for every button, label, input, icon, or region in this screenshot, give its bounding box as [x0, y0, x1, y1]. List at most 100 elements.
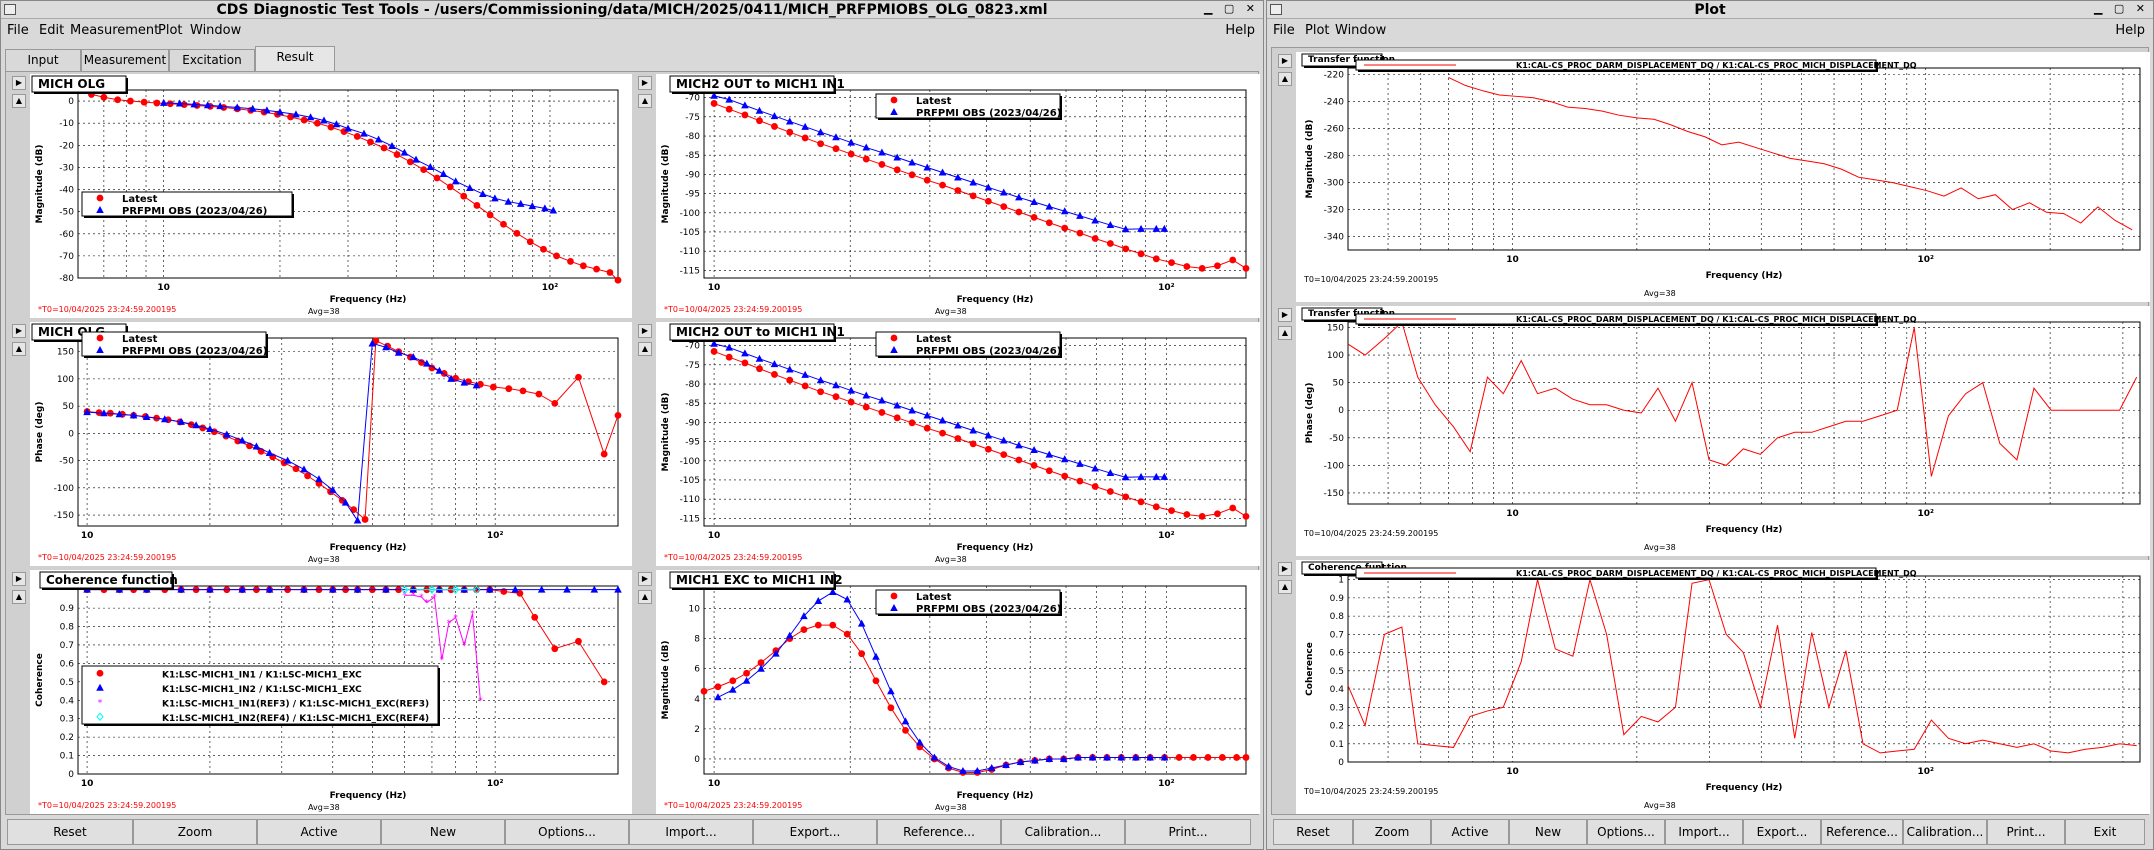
arrow-right-icon[interactable]: ▶ — [12, 324, 26, 338]
plot-pane-r3[interactable]: 1 0.9 0.8 0.7 0.6 0.5 0.4 0.3 0.2 0.1 0 10 10² Freque… — [1296, 560, 2150, 814]
y-tick-label: 0 — [694, 755, 700, 765]
plot-window-title: Plot — [1694, 2, 1726, 18]
print-button[interactable]: Print... — [1125, 819, 1251, 845]
y-tick-label: -95 — [685, 190, 700, 200]
window-menu-icon[interactable] — [1270, 4, 1282, 15]
plot-pane-6[interactable]: 10 8 6 4 2 0 10 10² Frequency (Hz) Magnitude (dB)… — [656, 570, 1260, 814]
import-button[interactable]: Import... — [629, 819, 753, 845]
arrow-up-icon[interactable]: ▲ — [638, 590, 652, 604]
chart-mich-olg-phase[interactable]: 150 100 50 0 -50 -100 -150 10 10² Frequency (Hz) P… — [30, 322, 632, 566]
arrow-right-icon[interactable]: ▶ — [12, 572, 26, 586]
tab-excitation[interactable]: Excitation — [169, 49, 255, 71]
arrow-up-icon[interactable]: ▲ — [638, 94, 652, 108]
pane-nav-r2[interactable]: ▶ ▲ — [1278, 308, 1292, 344]
arrow-up-icon[interactable]: ▲ — [12, 94, 26, 108]
menu-measurement[interactable]: Measurement — [70, 23, 160, 38]
data-point — [614, 411, 622, 419]
chart-tf-magnitude[interactable]: -220 -240 -260 -280 -300 -320 -340 10 10² Frequen… — [1296, 52, 2150, 302]
tab-measurement[interactable]: Measurement — [81, 49, 169, 71]
chart-tf-phase[interactable]: 150 100 50 0 -50 -100 -150 10 10² Frequency (Hz) P… — [1296, 306, 2150, 556]
chart-coherence[interactable]: 0.9 0.8 0.7 0.6 0.5 0.4 0.3 0.2 0.1 0 10 10² Frequen… — [30, 570, 632, 814]
pane-nav-r1[interactable]: ▶ ▲ — [1278, 54, 1292, 90]
data-point — [353, 516, 362, 524]
active-button[interactable]: Active — [1431, 819, 1509, 845]
arrow-right-icon[interactable]: ▶ — [638, 572, 652, 586]
arrow-up-icon[interactable]: ▲ — [12, 590, 26, 604]
pane-nav-r3[interactable]: ▶ ▲ — [1278, 562, 1292, 598]
tab-input[interactable]: Input — [5, 49, 81, 71]
plot-pane-r1[interactable]: -220 -240 -260 -280 -300 -320 -340 10 10² Frequen… — [1296, 52, 2150, 302]
menu-window[interactable]: Window — [1335, 23, 1387, 38]
plot-pane-r2[interactable]: 150 100 50 0 -50 -100 -150 10 10² Frequency (Hz) P… — [1296, 306, 2150, 556]
arrow-right-icon[interactable]: ▶ — [1278, 54, 1292, 68]
data-point — [1074, 753, 1082, 761]
options-button[interactable]: Options... — [505, 819, 629, 845]
tab-result[interactable]: Result — [255, 46, 335, 71]
arrow-up-icon[interactable]: ▲ — [638, 342, 652, 356]
data-point — [528, 202, 537, 210]
arrow-up-icon[interactable]: ▲ — [12, 342, 26, 356]
plot-pane-4[interactable]: -70 -75 -80 -85 -90 -95 -100 -105 -110 -115 10 10² F… — [656, 322, 1260, 566]
arrow-up-icon[interactable]: ▲ — [1278, 326, 1292, 340]
arrow-right-icon[interactable]: ▶ — [1278, 308, 1292, 322]
new-button[interactable]: New — [1509, 819, 1587, 845]
chart-mich2-magnitude-1[interactable]: -70 -75 -80 -85 -90 -95 -100 -105 -110 -115 10 10² F… — [656, 74, 1260, 318]
window-menu-icon[interactable] — [4, 4, 16, 15]
menu-window[interactable]: Window — [190, 23, 242, 38]
calibration-button[interactable]: Calibration... — [1903, 819, 1987, 845]
zoom-button[interactable]: Zoom — [1353, 819, 1431, 845]
y-tick-label: -300 — [1324, 179, 1345, 189]
new-button[interactable]: New — [381, 819, 505, 845]
chart-coherence-right[interactable]: 1 0.9 0.8 0.7 0.6 0.5 0.4 0.3 0.2 0.1 0 10 10² Freque… — [1296, 560, 2150, 814]
y-tick-label: 0.8 — [1330, 612, 1345, 622]
arrow-up-icon[interactable]: ▲ — [1278, 72, 1292, 86]
plot-titlebar[interactable]: Plot ▁ ▢ ✕ — [1267, 1, 2153, 19]
plot-pane-3[interactable]: 150 100 50 0 -50 -100 -150 10 10² Frequency (Hz) P… — [30, 322, 632, 566]
menu-file[interactable]: File — [1273, 23, 1295, 38]
arrow-right-icon[interactable]: ▶ — [638, 324, 652, 338]
pane-nav-5[interactable]: ▶ ▲ — [12, 572, 26, 608]
pane-nav-3[interactable]: ▶ ▲ — [12, 324, 26, 360]
export-button[interactable]: Export... — [1743, 819, 1821, 845]
menu-plot[interactable]: Plot — [1305, 23, 1330, 38]
data-point — [1242, 265, 1250, 272]
chart-mich1-exc[interactable]: 10 8 6 4 2 0 10 10² Frequency (Hz) Magnitude (dB)… — [656, 570, 1260, 814]
pane-nav-4[interactable]: ▶ ▲ — [638, 324, 652, 360]
pane-nav-2[interactable]: ▶ ▲ — [638, 76, 652, 112]
active-button[interactable]: Active — [257, 819, 381, 845]
reference-button[interactable]: Reference... — [877, 819, 1001, 845]
plot-pane-5[interactable]: 0.9 0.8 0.7 0.6 0.5 0.4 0.3 0.2 0.1 0 10 10² Frequen… — [30, 570, 632, 814]
data-point — [710, 348, 718, 355]
menu-edit[interactable]: Edit — [39, 23, 65, 38]
pane-nav-1[interactable]: ▶ ▲ — [12, 76, 26, 112]
menu-file[interactable]: File — [7, 23, 29, 38]
plot-menubar: File Plot Window Help — [1267, 19, 2153, 43]
reference-button[interactable]: Reference... — [1821, 819, 1903, 845]
options-button[interactable]: Options... — [1587, 819, 1665, 845]
import-button[interactable]: Import... — [1665, 819, 1743, 845]
reset-button[interactable]: Reset — [1273, 819, 1353, 845]
window-controls-icon[interactable]: ▁ ▢ ✕ — [1203, 2, 1259, 15]
arrow-up-icon[interactable]: ▲ — [1278, 580, 1292, 594]
timestamp-label: *T0=10/04/2025 23:24:59.200195 — [38, 553, 176, 562]
calibration-button[interactable]: Calibration... — [1001, 819, 1125, 845]
y-tick-label: -20 — [59, 141, 74, 151]
chart-mich-olg-magnitude[interactable]: 0 -10 -20 -30 -40 -50 -60 -70 -80 10 10² Frequency … — [30, 74, 632, 318]
main-titlebar[interactable]: CDS Diagnostic Test Tools - /users/Commi… — [1, 1, 1263, 19]
exit-button[interactable]: Exit — [2065, 819, 2145, 845]
plot-pane-2[interactable]: -70 -75 -80 -85 -90 -95 -100 -105 -110 -115 10 10² F… — [656, 74, 1260, 318]
menu-help[interactable]: Help — [2115, 23, 2145, 38]
arrow-right-icon[interactable]: ▶ — [638, 76, 652, 90]
pane-nav-6[interactable]: ▶ ▲ — [638, 572, 652, 608]
arrow-right-icon[interactable]: ▶ — [1278, 562, 1292, 576]
window-controls-icon[interactable]: ▁ ▢ ✕ — [2093, 2, 2149, 15]
reset-button[interactable]: Reset — [7, 819, 133, 845]
chart-mich2-magnitude-2[interactable]: -70 -75 -80 -85 -90 -95 -100 -105 -110 -115 10 10² F… — [656, 322, 1260, 566]
menu-plot[interactable]: Plot — [158, 23, 183, 38]
plot-pane-1[interactable]: 0 -10 -20 -30 -40 -50 -60 -70 -80 10 10² Frequency … — [30, 74, 632, 318]
arrow-right-icon[interactable]: ▶ — [12, 76, 26, 90]
zoom-button[interactable]: Zoom — [133, 819, 257, 845]
export-button[interactable]: Export... — [753, 819, 877, 845]
print-button[interactable]: Print... — [1987, 819, 2065, 845]
menu-help[interactable]: Help — [1225, 23, 1255, 38]
